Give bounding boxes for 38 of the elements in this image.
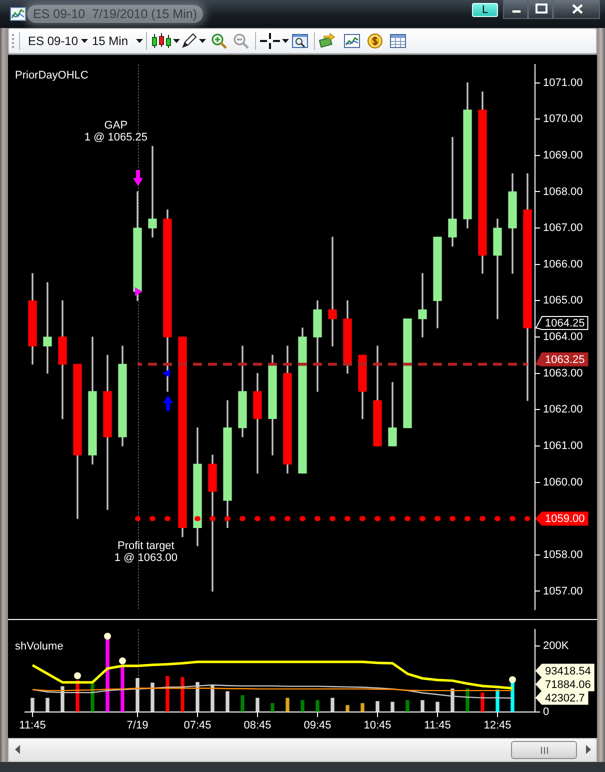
x-tick-label: 10:45 — [364, 720, 392, 732]
y-tick-label: 1063.00 — [543, 367, 583, 380]
text: 42302.7 — [545, 692, 585, 704]
y-tick-label: 1060.00 — [543, 476, 583, 488]
y-tick-label: 200K — [543, 640, 570, 652]
text: ES 09-10 7/19/2010 (15 Min) — [27, 5, 203, 23]
text: 1064.25 — [545, 318, 585, 330]
button: L — [472, 3, 498, 17]
y-tick-label: 1069.00 — [543, 149, 583, 162]
y-tick-label: 1058.00 — [543, 548, 583, 561]
x-tick-label: 09:45 — [304, 720, 332, 732]
annotation: Profit target 1 @ 1063.00 — [114, 540, 178, 564]
y-tick-label: 1062.00 — [543, 404, 583, 416]
y-tick-label: 1068.00 — [543, 186, 583, 198]
text: shVolume — [15, 640, 64, 653]
y-tick-label: 1067.00 — [543, 222, 583, 234]
y-tick-label: 1057.00 — [543, 585, 583, 598]
data-label: 1059.00 — [545, 513, 585, 526]
x-tick-label: 07:45 — [184, 720, 212, 732]
y-tick-label: 1066.00 — [543, 258, 583, 270]
x-tick-label: 11:45 — [19, 720, 46, 732]
y-tick-label: 1071.00 — [543, 76, 583, 89]
annotation: GAP 1 @ 1065.25 — [84, 119, 148, 144]
y-tick-label: 1061.00 — [543, 440, 583, 452]
y-tick-label: 1065.00 — [543, 294, 583, 307]
x-tick-label: 08:45 — [244, 720, 272, 732]
text: 71884.06 — [545, 678, 591, 691]
text: ES 09-10 — [28, 33, 78, 50]
data-label: 1063.25 — [545, 354, 585, 366]
y-tick-label: 1064.00 — [543, 331, 583, 344]
text: 93418.54 — [545, 665, 591, 678]
y-tick-label: 0 — [543, 706, 550, 718]
x-tick-label: 7/19 — [126, 720, 148, 732]
chart-title: PriorDayOHLC — [15, 70, 88, 82]
x-tick-label: 11:45 — [424, 720, 451, 732]
x-tick-label: 12:45 — [484, 720, 512, 732]
y-tick-label: 1070.00 — [543, 113, 583, 126]
text: 15 Min — [92, 33, 128, 50]
